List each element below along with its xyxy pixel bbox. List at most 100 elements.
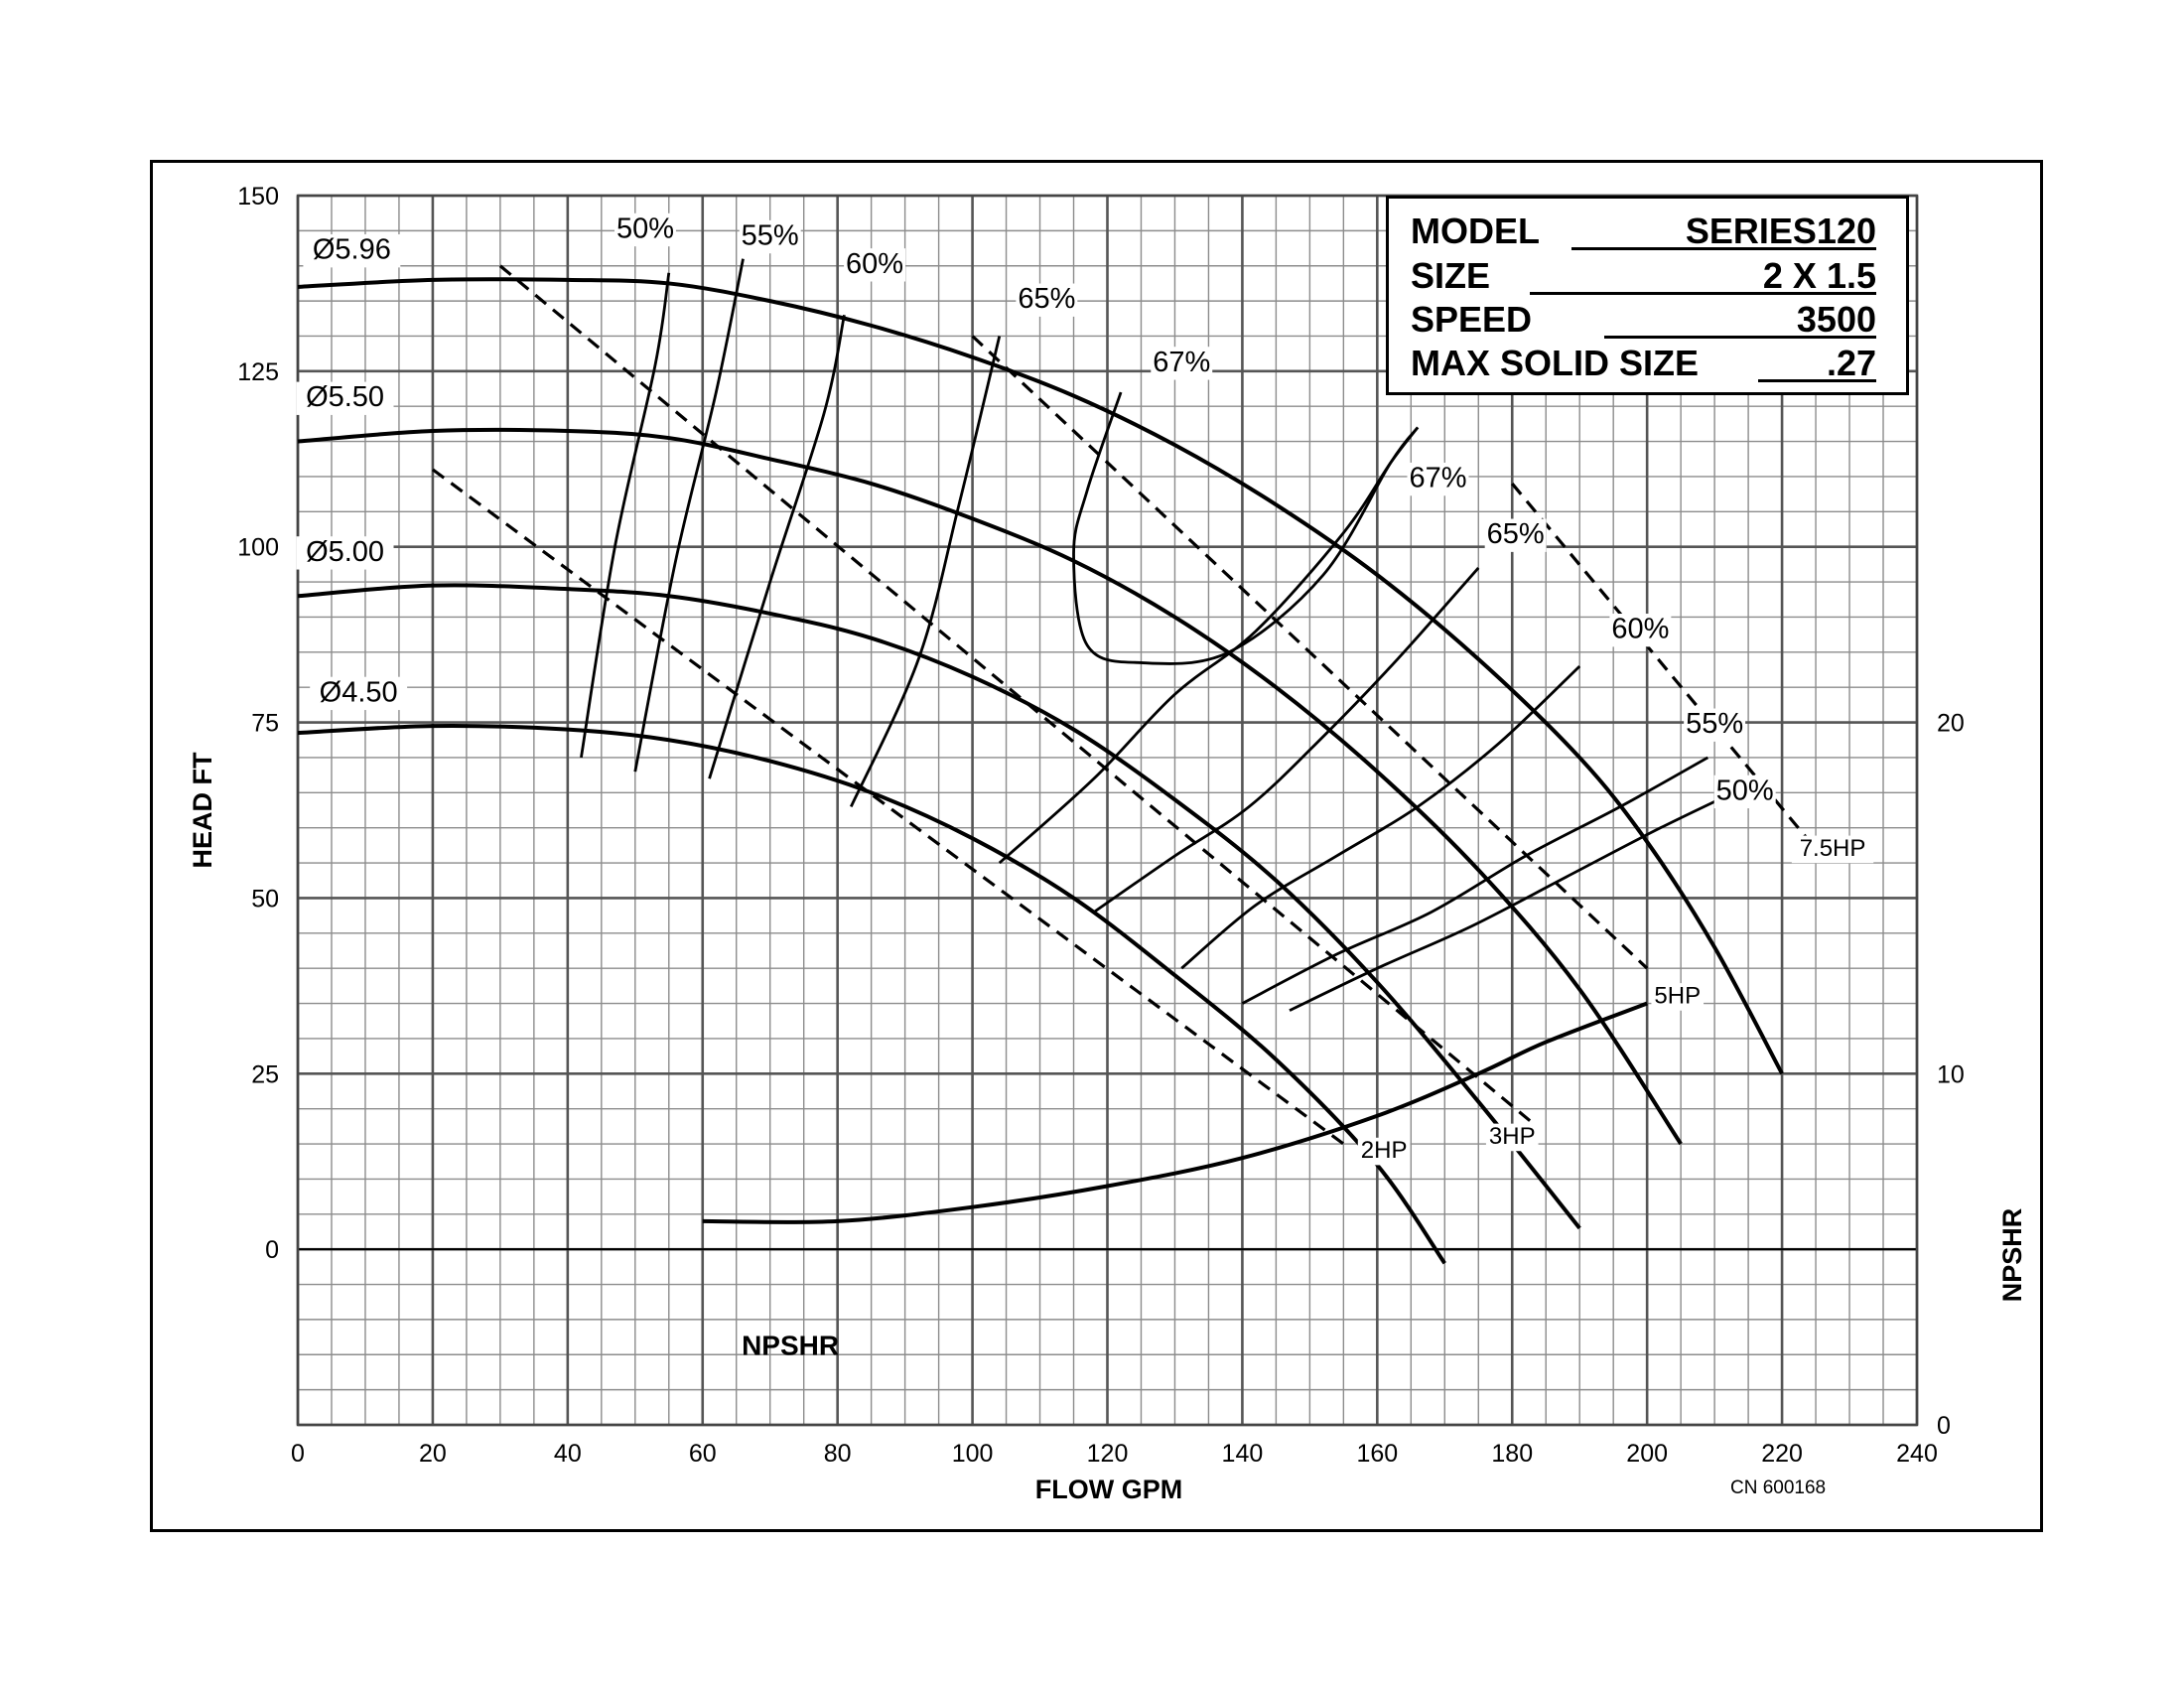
x-tick-label: 140 bbox=[1222, 1440, 1264, 1468]
reference-number: CN 600168 bbox=[1730, 1477, 1827, 1498]
x-tick-label: 0 bbox=[291, 1440, 305, 1468]
y-tick-label: 150 bbox=[237, 183, 279, 211]
x-tick-label: 160 bbox=[1356, 1440, 1398, 1468]
efficiency-curve-label-bg bbox=[1609, 614, 1672, 647]
y2-axis-title: NPSHR bbox=[1997, 1208, 2027, 1303]
impeller-curve bbox=[297, 724, 1446, 1265]
efficiency-curve bbox=[1072, 391, 1420, 665]
efficiency-curve bbox=[849, 336, 1002, 808]
speed-label: SPEED bbox=[1411, 299, 1533, 340]
npshr-curve-label: NPSHR bbox=[742, 1330, 839, 1360]
efficiency-curve-label: 60% bbox=[1611, 614, 1669, 645]
pump-info-box: MODEL SERIES120 SIZE 2 X 1.5 SPEED 3500 … bbox=[1386, 196, 1909, 395]
efficiency-curve-label-bg bbox=[1684, 708, 1746, 742]
efficiency-curve bbox=[1093, 567, 1480, 914]
speed-row: SPEED 3500 bbox=[1411, 297, 1876, 341]
curves bbox=[297, 258, 1818, 1265]
model-value: SERIES120 bbox=[1685, 211, 1876, 251]
x-tick-label: 80 bbox=[824, 1440, 852, 1468]
chart-frame bbox=[150, 160, 2043, 1532]
curve-labels: Ø5.96 Ø5.50 Ø5.00 Ø4.50 50% 55% 60% 65% 67% 67% 65… bbox=[296, 212, 1874, 1360]
x-tick-label: 220 bbox=[1761, 1440, 1803, 1468]
model-underline bbox=[1571, 247, 1876, 250]
efficiency-curve bbox=[998, 426, 1420, 865]
x-tick-label: 200 bbox=[1626, 1440, 1668, 1468]
x-tick-label: 20 bbox=[419, 1440, 447, 1468]
efficiency-curve bbox=[1289, 783, 1749, 1012]
impeller-curve-label: Ø5.50 bbox=[306, 381, 384, 413]
y-axis-title: HEAD FT bbox=[188, 752, 217, 868]
efficiency-curve-label-bg bbox=[1713, 774, 1776, 809]
efficiency-curve-label-bg bbox=[739, 219, 801, 254]
y-tick-label: 125 bbox=[237, 358, 279, 386]
power-line-label-bg bbox=[1357, 1137, 1411, 1166]
size-label: SIZE bbox=[1411, 255, 1491, 296]
power-line-label: 2HP bbox=[1361, 1137, 1408, 1164]
size-underline bbox=[1530, 292, 1876, 295]
model-row: MODEL SERIES120 bbox=[1411, 209, 1876, 252]
efficiency-curve-label: 55% bbox=[1686, 708, 1743, 740]
impeller-curve-label: Ø5.96 bbox=[313, 234, 391, 266]
efficiency-curve bbox=[708, 314, 846, 779]
solid-size-label: MAX SOLID SIZE bbox=[1411, 343, 1700, 383]
efficiency-curve-label-bg bbox=[1407, 462, 1469, 496]
plot-area-border bbox=[296, 194, 1919, 1427]
impeller-curve-label-bg bbox=[296, 381, 394, 415]
efficiency-curve-label: 55% bbox=[742, 220, 799, 252]
efficiency-curve-label: 60% bbox=[846, 248, 903, 280]
power-line bbox=[971, 335, 1649, 970]
y2-tick-label: 20 bbox=[1937, 710, 1965, 738]
impeller-curve-label-bg bbox=[303, 234, 401, 268]
speed-value: 3500 bbox=[1796, 299, 1876, 340]
power-line-label-bg bbox=[1791, 835, 1874, 864]
power-line bbox=[498, 264, 1534, 1125]
efficiency-curve bbox=[1180, 664, 1581, 970]
impeller-curve-label-bg bbox=[310, 676, 408, 711]
efficiency-curve bbox=[633, 258, 745, 773]
npshr-curve bbox=[702, 1001, 1648, 1224]
y-tick-label: 25 bbox=[251, 1060, 279, 1088]
y2-tick-label: 0 bbox=[1937, 1412, 1951, 1440]
x-axis-title: FLOW GPM bbox=[1035, 1475, 1182, 1504]
efficiency-curve-label: 50% bbox=[616, 212, 674, 244]
plot-border bbox=[296, 194, 1919, 1427]
efficiency-curve-label-bg bbox=[1151, 347, 1213, 380]
size-value: 2 X 1.5 bbox=[1762, 255, 1876, 296]
x-tick-label: 120 bbox=[1087, 1440, 1129, 1468]
power-line-label-bg bbox=[1485, 1123, 1539, 1152]
efficiency-curve-label-bg bbox=[1484, 518, 1547, 552]
efficiency-curve-label: 65% bbox=[1487, 518, 1545, 550]
x-tick-label: 60 bbox=[689, 1440, 717, 1468]
efficiency-curve-label-bg bbox=[844, 248, 906, 282]
y-tick-label: 50 bbox=[251, 885, 279, 913]
x-tick-label: 100 bbox=[952, 1440, 994, 1468]
x-tick-label: 180 bbox=[1491, 1440, 1533, 1468]
impeller-curve bbox=[297, 277, 1784, 1075]
power-line-label: 3HP bbox=[1489, 1123, 1536, 1150]
efficiency-curve-label: 65% bbox=[1018, 283, 1075, 315]
y-tick-label: 100 bbox=[237, 534, 279, 562]
efficiency-curve-label-bg bbox=[1016, 283, 1078, 317]
impeller-curve-label: Ø4.50 bbox=[320, 676, 398, 708]
efficiency-curve bbox=[1241, 756, 1709, 1005]
efficiency-curve-label: 67% bbox=[1153, 347, 1210, 378]
speed-underline bbox=[1604, 336, 1876, 339]
efficiency-curve-label: 50% bbox=[1716, 774, 1774, 806]
y-tick-label: 0 bbox=[265, 1236, 279, 1264]
efficiency-curve bbox=[580, 272, 671, 759]
y2-tick-label: 10 bbox=[1937, 1060, 1965, 1088]
model-label: MODEL bbox=[1411, 211, 1540, 251]
x-tick-label: 40 bbox=[554, 1440, 582, 1468]
power-line-label-bg bbox=[1651, 983, 1705, 1011]
efficiency-curve-label-bg bbox=[614, 212, 676, 247]
solid-size-row: MAX SOLID SIZE .27 bbox=[1411, 341, 1876, 384]
x-tick-label: 240 bbox=[1896, 1440, 1938, 1468]
efficiency-curve-label: 67% bbox=[1409, 463, 1466, 494]
solid-size-underline bbox=[1758, 379, 1876, 382]
impeller-curve-label-bg bbox=[296, 536, 394, 570]
power-line-label: 7.5HP bbox=[1800, 835, 1866, 862]
power-line bbox=[431, 468, 1345, 1146]
impeller-curve-label: Ø5.00 bbox=[306, 536, 384, 568]
solid-size-value: .27 bbox=[1826, 343, 1876, 383]
